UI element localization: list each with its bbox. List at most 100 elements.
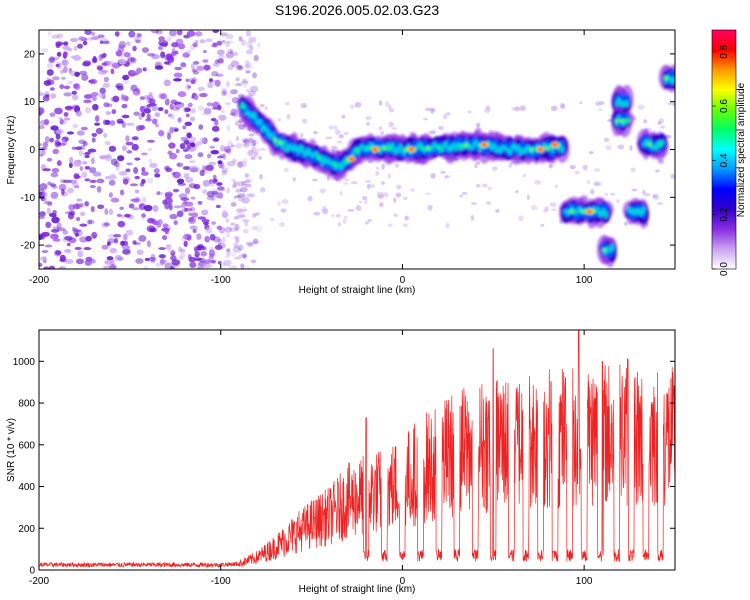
noise-blob: [84, 165, 91, 170]
noise-blob: [221, 109, 225, 114]
noise-blob: [81, 171, 88, 178]
noise-blob: [167, 55, 175, 63]
noise-blob: [180, 136, 188, 141]
halo-blob: [366, 183, 371, 190]
noise-blob: [147, 217, 155, 224]
trace-blob: [420, 145, 425, 151]
halo-blob: [396, 193, 402, 197]
halo-blob: [325, 136, 333, 140]
halo-blob: [515, 190, 519, 194]
noise-blob: [50, 125, 59, 131]
noise-blob: [231, 112, 237, 117]
chart-title: S196.2026.005.02.03.G23: [275, 2, 439, 18]
noise-blob: [164, 197, 173, 205]
noise-blob: [230, 108, 236, 116]
noise-blob: [94, 115, 100, 123]
noise-blob: [77, 159, 82, 163]
noise-blob: [241, 180, 247, 187]
signal-trace: [237, 64, 675, 268]
noise-blob: [110, 258, 115, 266]
halo-blob: [554, 184, 559, 189]
noise-blob: [163, 54, 173, 62]
halo-blob: [231, 183, 237, 189]
halo-blob: [474, 164, 478, 169]
noise-blob: [46, 69, 54, 76]
noise-blob: [241, 218, 250, 223]
noise-blob: [117, 220, 126, 228]
noise-blob: [248, 90, 256, 97]
halo-blob: [629, 145, 633, 151]
halo-blob: [530, 204, 538, 211]
halo-blob: [338, 134, 344, 139]
noise-blob: [167, 56, 174, 62]
halo-blob: [253, 152, 258, 158]
halo-blob: [238, 197, 245, 202]
y-tick-label: -20: [21, 241, 36, 252]
halo-blob: [422, 117, 429, 121]
noise-blob: [234, 120, 242, 127]
noise-blob: [147, 147, 153, 152]
noise-blob: [253, 54, 259, 62]
noise-blob: [202, 246, 207, 251]
halo-blob: [377, 194, 384, 199]
noise-blob: [231, 96, 240, 104]
halo-blob: [667, 102, 673, 106]
noise-blob: [90, 157, 95, 165]
noise-blob: [119, 206, 124, 210]
noise-blob: [97, 34, 105, 38]
noise-blob: [234, 83, 243, 87]
halo-blob: [259, 173, 263, 180]
noise-blob: [64, 248, 72, 253]
halo-blob: [475, 122, 481, 128]
noise-blob: [58, 183, 67, 191]
noise-blob: [108, 192, 113, 198]
noise-blob: [138, 235, 147, 242]
halo-blob: [278, 222, 286, 227]
noise-blob: [52, 76, 60, 81]
noise-blob: [181, 208, 187, 213]
noise-blob: [229, 112, 235, 116]
noise-blob: [205, 226, 212, 234]
noise-blob: [194, 251, 200, 258]
noise-blob: [136, 249, 144, 255]
noise-blob: [101, 244, 109, 250]
halo-blob: [336, 140, 342, 144]
noise-blob: [146, 139, 156, 143]
noise-blob: [208, 179, 214, 184]
halo-blob: [269, 218, 275, 221]
halo-blob: [355, 205, 362, 212]
noise-blob: [206, 190, 215, 198]
halo-blob: [526, 194, 530, 201]
noise-blob: [142, 67, 147, 72]
noise-blob: [51, 34, 60, 39]
halo-blob: [630, 167, 636, 173]
noise-blob: [217, 58, 224, 64]
noise-blob: [160, 93, 168, 100]
noise-blob: [134, 157, 141, 161]
noise-blob: [214, 119, 219, 126]
noise-blob: [183, 233, 192, 241]
noise-blob: [191, 165, 201, 173]
noise-blob: [103, 40, 110, 45]
noise-blob: [216, 49, 225, 56]
halo-blob: [475, 183, 481, 188]
noise-blob: [207, 153, 212, 159]
noise-blob: [71, 104, 80, 110]
noise-blob: [210, 188, 220, 194]
noise-blob: [81, 74, 89, 81]
halo-blob: [362, 195, 368, 201]
colorbar-label: Normalized spectral amplitude: [736, 82, 747, 217]
noise-blob: [121, 103, 128, 109]
noise-blob: [152, 205, 159, 213]
noise-blob: [241, 78, 248, 83]
halo-blob: [313, 211, 321, 216]
noise-blob: [201, 219, 210, 223]
noise-blob: [221, 166, 228, 174]
halo-blob: [492, 165, 498, 172]
noise-blob: [225, 52, 234, 59]
halo-blob: [582, 164, 588, 171]
noise-blob: [56, 227, 66, 232]
trace-blob: [560, 146, 565, 153]
noise-blob: [71, 94, 79, 101]
